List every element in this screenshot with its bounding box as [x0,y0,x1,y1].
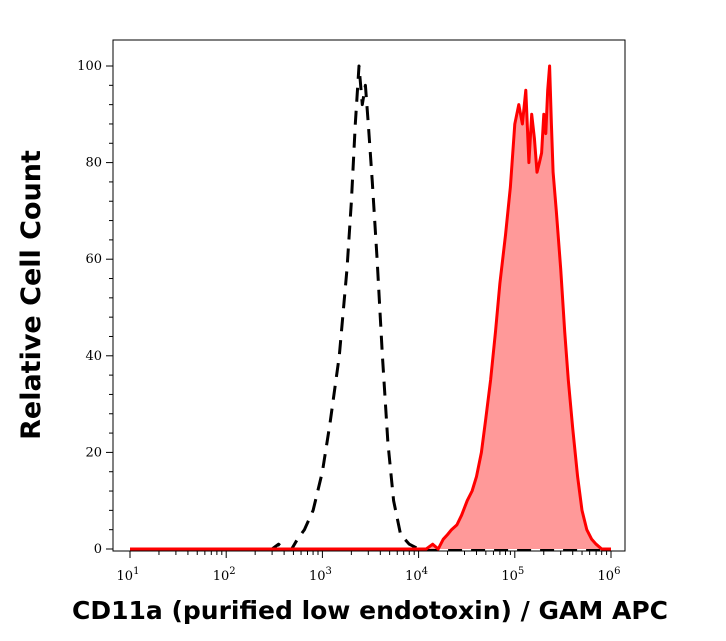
x-tick-label: 102 [213,566,236,584]
y-tick-label: 60 [85,252,102,267]
x-tick-label: 104 [405,566,428,584]
x-tick-label: 105 [501,566,524,584]
y-axis-label: Relative Cell Count [16,150,47,440]
y-tick-label: 100 [77,59,102,74]
series-1-area [130,66,611,549]
y-tick-label: 0 [94,542,102,557]
y-axis-ticks: 0 20 40 60 80 100 [77,59,113,557]
x-axis-label: CD11a (purified low endotoxin) / GAM APC [72,596,668,625]
y-tick-label: 40 [85,349,102,364]
series-layer [130,64,611,551]
x-tick-label: 103 [309,566,332,584]
x-tick-label: 106 [598,566,621,584]
series-1-line [130,64,611,551]
y-tick-label: 80 [85,156,102,171]
x-tick-label: 101 [117,566,140,584]
x-axis-ticks: 101 102 103 104 105 106 [117,551,621,584]
plot-frame [112,39,626,552]
y-tick-label: 20 [85,445,102,460]
